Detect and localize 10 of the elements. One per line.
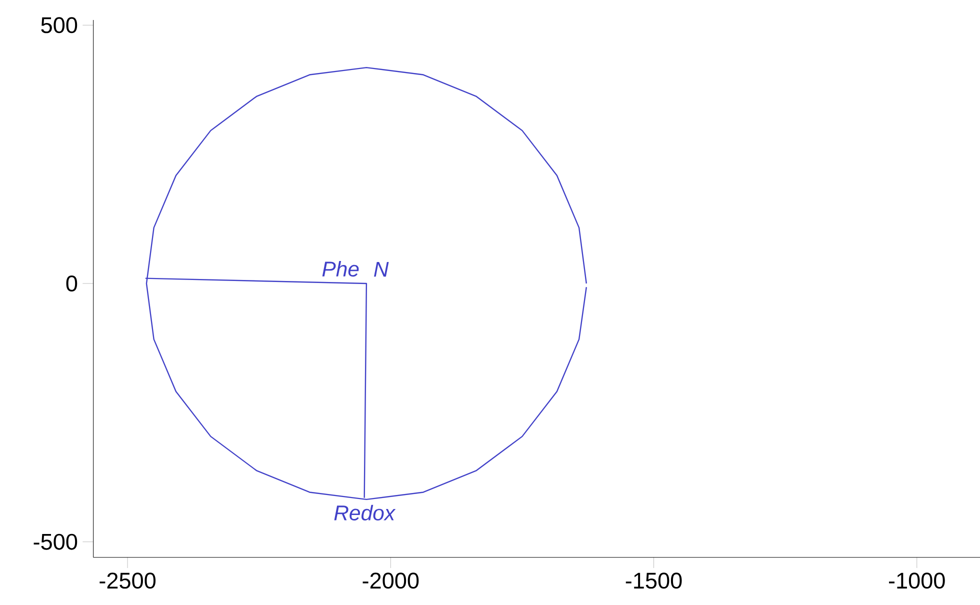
annotation: N xyxy=(374,262,389,276)
x-tick-label: -2000 xyxy=(362,572,419,589)
y-tick-label: -500 xyxy=(34,534,78,550)
x-tick-label: -1500 xyxy=(626,572,682,589)
y-tick-label: 500 xyxy=(41,17,78,34)
x-tick-label: -2500 xyxy=(100,572,156,589)
x-tick-label: -1000 xyxy=(888,572,945,589)
annotation: Redox xyxy=(334,504,396,520)
annotation: Phe xyxy=(322,260,359,276)
y-tick-label: 0 xyxy=(66,275,78,292)
